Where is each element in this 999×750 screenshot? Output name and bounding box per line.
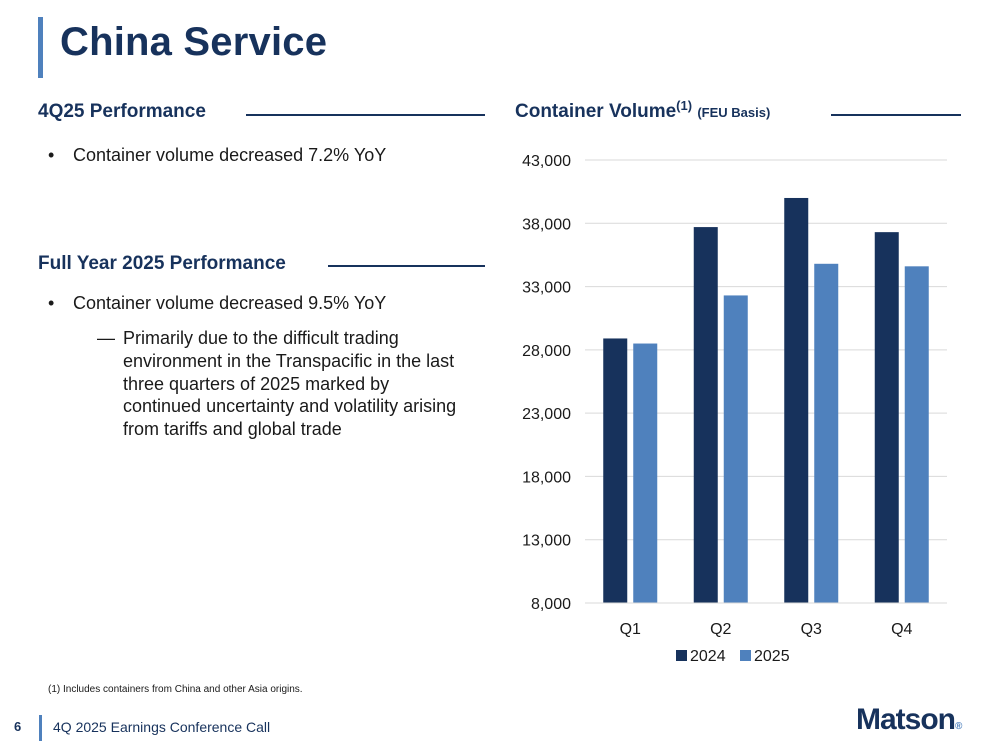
x-tick-label: Q3	[801, 621, 822, 638]
y-tick-label: 13,000	[522, 533, 571, 550]
section-heading-full-year: Full Year 2025 Performance	[38, 253, 286, 274]
bar-2024-q2	[693, 227, 718, 603]
footer-divider	[39, 715, 42, 741]
bar-2025-q4	[904, 266, 929, 603]
x-tick-label: Q1	[620, 621, 641, 638]
page-number: 6	[14, 719, 22, 734]
bullet-4q25: • Container volume decreased 7.2% YoY	[48, 145, 386, 166]
y-tick-label: 28,000	[522, 343, 571, 360]
chart-heading-rule	[831, 114, 961, 116]
legend-swatch-2025	[740, 650, 751, 661]
bullet-icon: •	[48, 145, 55, 165]
legend-label-2024: 2024	[690, 648, 726, 665]
bar-2025-q3	[814, 263, 839, 603]
bar-2024-q4	[874, 232, 899, 603]
bullet-icon: •	[48, 293, 55, 313]
section-heading-4q25: 4Q25 Performance	[38, 101, 206, 122]
page-title: China Service	[60, 20, 328, 64]
sub-bullet-text: Primarily due to the difficult trading e…	[123, 328, 457, 440]
bar-2024-q3	[784, 197, 809, 603]
y-tick-label: 18,000	[522, 469, 571, 486]
dash-icon: —	[97, 328, 115, 348]
sub-bullet-full-year: — Primarily due to the difficult trading…	[97, 327, 467, 441]
title-accent-bar	[38, 17, 43, 78]
chart-y-axis: 8,000 13,000 18,000 23,000 28,000 33,000 38,00…	[522, 153, 571, 613]
logo-text: Matson	[856, 703, 956, 736]
y-tick-label: 23,000	[522, 406, 571, 423]
logo-mark: ®	[955, 721, 962, 732]
y-tick-label: 33,000	[522, 280, 571, 297]
bar-2025-q2	[723, 295, 748, 603]
legend-swatch-2024	[676, 650, 687, 661]
chart-legend: 2024 2025	[676, 648, 790, 665]
legend-label-2025: 2025	[754, 648, 790, 665]
bar-2024-q1	[603, 338, 628, 603]
chart-title: Container Volume(1) (FEU Basis)	[515, 98, 771, 123]
bullet-text: Container volume decreased 9.5% YoY	[73, 293, 387, 313]
x-tick-label: Q4	[891, 621, 912, 638]
section-rule-4q25	[246, 114, 485, 116]
y-tick-label: 8,000	[531, 596, 571, 613]
matson-logo: Matson®	[856, 703, 962, 737]
chart-title-superscript: (1)	[676, 98, 693, 113]
footnote: (1) Includes containers from China and o…	[48, 684, 303, 695]
bullet-text: Container volume decreased 7.2% YoY	[73, 145, 387, 165]
chart-x-axis: Q1 Q2 Q3 Q4	[585, 602, 947, 638]
chart-bars	[603, 197, 929, 603]
bar-2025-q1	[633, 343, 658, 603]
x-tick-label: Q2	[710, 621, 731, 638]
y-tick-label: 38,000	[522, 216, 571, 233]
y-tick-label: 43,000	[522, 153, 571, 170]
container-volume-chart: 8,000 13,000 18,000 23,000 28,000 33,000 38,00…	[522, 153, 947, 665]
chart-title-text: Container Volume	[515, 101, 677, 122]
bullet-full-year: • Container volume decreased 9.5% YoY	[48, 293, 386, 314]
section-rule-full-year	[328, 265, 485, 267]
chart-title-qualifier: (FEU Basis)	[697, 105, 771, 120]
footer-text: 4Q 2025 Earnings Conference Call	[53, 719, 271, 735]
